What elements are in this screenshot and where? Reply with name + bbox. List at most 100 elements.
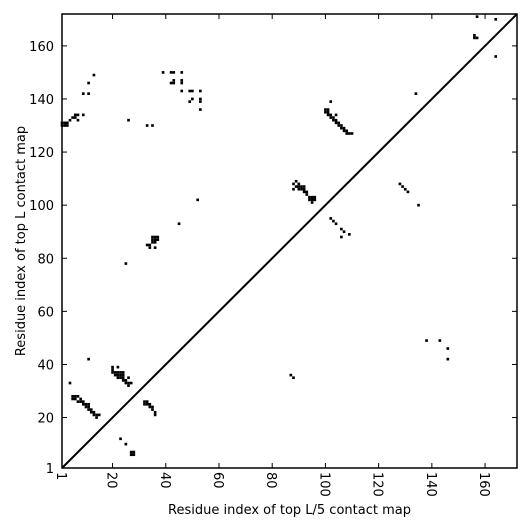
contact-point-lower — [119, 373, 122, 377]
contact-point-lower — [87, 357, 90, 361]
contact-point-upper — [169, 81, 173, 85]
contact-point-lower — [127, 384, 130, 388]
contact-point-lower — [143, 400, 146, 403]
contact-point-lower — [68, 381, 72, 385]
contact-point-lower — [87, 405, 90, 409]
contact-point-lower — [151, 408, 154, 411]
contact-point-lower — [438, 339, 442, 342]
contact-point-lower — [124, 379, 128, 382]
contact-point-lower — [92, 413, 96, 417]
contact-point-upper — [127, 118, 130, 122]
contact-point-upper — [332, 116, 335, 119]
contact-point-lower — [97, 413, 101, 417]
contact-point-upper — [124, 262, 128, 265]
contact-point-upper — [188, 100, 192, 103]
contact-point-upper — [417, 203, 420, 207]
contact-point-upper — [156, 238, 160, 241]
contact-point-lower — [79, 397, 82, 401]
contact-point-upper — [348, 132, 351, 135]
contact-point-lower — [116, 371, 120, 374]
contact-point-upper — [180, 81, 184, 85]
contact-point-upper — [151, 124, 154, 127]
contact-point-lower — [76, 394, 80, 398]
contact-point-upper — [188, 89, 192, 93]
contact-point-upper — [473, 33, 476, 37]
contact-point-upper — [305, 193, 309, 196]
contact-point-lower — [145, 402, 149, 406]
contact-point-lower — [119, 376, 122, 380]
contact-point-lower — [148, 402, 152, 406]
contact-point-upper — [494, 17, 498, 21]
contact-point-upper — [161, 71, 165, 74]
contact-point-upper — [340, 126, 343, 130]
contact-point-upper — [81, 92, 85, 95]
contact-point-upper — [310, 198, 314, 202]
contact-point-upper — [350, 132, 354, 135]
contact-point-upper — [326, 110, 330, 114]
contact-point-upper — [191, 89, 194, 93]
contact-point-lower — [87, 402, 90, 406]
x-axis-label: Residue index of top L/5 contact map — [168, 503, 411, 518]
contact-point-upper — [348, 233, 351, 236]
y-tick-label: 100 — [29, 199, 54, 214]
contact-point-lower — [132, 450, 136, 454]
contact-point-upper — [300, 187, 303, 191]
contact-point-lower — [119, 371, 122, 374]
contact-point-upper — [191, 97, 194, 101]
contact-point-upper — [153, 241, 157, 244]
contact-point-upper — [153, 235, 157, 239]
contact-point-upper — [87, 81, 90, 85]
contact-point-lower — [116, 373, 120, 377]
contact-point-upper — [153, 238, 157, 241]
contact-point-upper — [313, 198, 317, 202]
contact-point-upper — [329, 113, 333, 117]
contact-point-upper — [73, 113, 77, 117]
contact-point-upper — [65, 124, 69, 127]
contact-point-upper — [340, 227, 343, 231]
contact-point-lower — [81, 400, 85, 403]
contact-point-lower — [116, 376, 120, 380]
x-tick-label: 20 — [104, 472, 119, 489]
contact-point-lower — [153, 410, 157, 414]
contact-point-lower — [127, 381, 130, 385]
contact-point-upper — [172, 79, 176, 82]
x-tick-label: 80 — [263, 472, 278, 489]
contact-point-upper — [292, 187, 295, 191]
y-tick-label: 160 — [29, 40, 54, 55]
contact-point-upper — [337, 124, 341, 127]
contact-point-upper — [342, 126, 346, 130]
y-tick-label: 140 — [29, 93, 54, 108]
contact-point-upper — [305, 190, 309, 194]
contact-point-upper — [329, 217, 333, 220]
contact-point-lower — [119, 437, 122, 441]
x-tick-label: 140 — [423, 472, 438, 497]
contact-point-upper — [92, 73, 96, 77]
contact-point-lower — [446, 347, 450, 350]
contact-point-upper — [65, 121, 69, 125]
contact-point-upper — [332, 219, 335, 223]
contact-point-lower — [95, 416, 98, 419]
contact-point-upper — [76, 113, 80, 117]
contact-point-lower — [153, 413, 157, 417]
contact-point-upper — [332, 118, 335, 122]
contact-point-upper — [73, 116, 77, 119]
contact-point-upper — [403, 187, 407, 191]
contact-point-upper — [334, 222, 338, 226]
contact-point-upper — [294, 185, 298, 188]
contact-point-lower — [73, 397, 77, 401]
contact-point-upper — [199, 108, 202, 111]
contact-point-upper — [406, 190, 410, 194]
contact-point-lower — [87, 408, 90, 411]
contact-point-upper — [345, 132, 349, 135]
contact-point-upper — [313, 195, 317, 199]
contact-point-upper — [475, 36, 479, 40]
contact-point-upper — [151, 238, 154, 241]
contact-point-upper — [326, 108, 330, 111]
contact-point-lower — [132, 453, 136, 457]
contact-point-upper — [297, 185, 301, 188]
contact-point-upper — [340, 124, 343, 127]
contact-point-lower — [73, 394, 77, 398]
contact-point-upper — [148, 246, 152, 249]
contact-point-upper — [63, 124, 66, 127]
